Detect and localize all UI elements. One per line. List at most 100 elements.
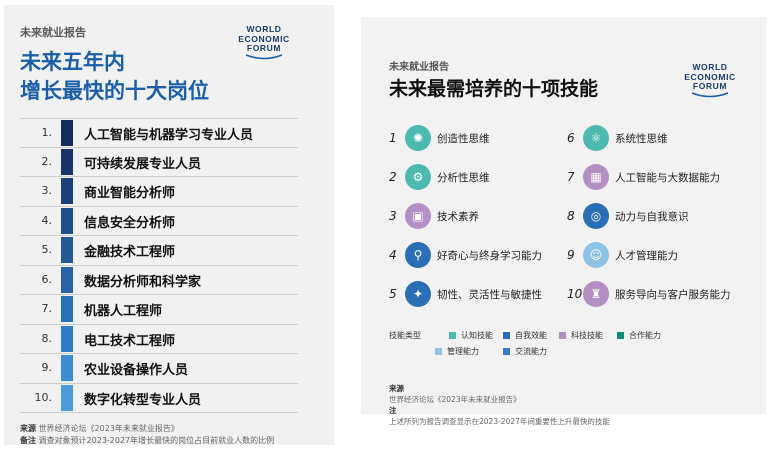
top-jobs-panel: 未来就业报告 未来五年内 增长最快的十大岗位 WORLD ECONOMIC FO… xyxy=(4,5,334,445)
note-label: 注 xyxy=(389,406,397,415)
job-title: 信息安全分析师 xyxy=(84,215,176,231)
right-notes: 来源 世界经济论坛《2023年未来就业报告》 注 上述所列为报告调查显示在202… xyxy=(389,383,759,427)
job-rank: 2. xyxy=(41,154,53,168)
job-rank: 7. xyxy=(41,302,53,315)
job-row: 8. 电工技术工程师 xyxy=(20,325,298,354)
job-rank-bar xyxy=(61,296,73,322)
job-rank-bar xyxy=(61,384,73,411)
job-title: 数字化转型专业人员 xyxy=(84,392,202,408)
wef-logo-arc xyxy=(245,53,283,59)
magnifier-icon: ⚲ xyxy=(405,242,431,268)
job-title: 农业设备操作人员 xyxy=(84,363,189,378)
skill-rank: 10 xyxy=(567,287,583,301)
jobs-title: 未来五年内 增长最快的十大岗位 xyxy=(20,48,209,106)
wef-logo-line3: FORUM xyxy=(692,81,728,91)
legend-swatch xyxy=(617,332,624,339)
job-rank-bar xyxy=(61,120,73,146)
job-rank: 1. xyxy=(41,126,53,139)
job-rank-bar xyxy=(61,355,73,381)
skill-name: 人工智能与大数据能力 xyxy=(615,172,720,184)
skill-name: 系统性思维 xyxy=(615,133,668,145)
skill-name: 创造性思维 xyxy=(437,133,490,145)
wef-logo-line3: FORUM xyxy=(246,43,282,53)
job-rank: 5. xyxy=(41,243,53,256)
skill-rank: 1 xyxy=(389,131,397,145)
skill-rank: 4 xyxy=(389,248,397,262)
ai-chip-icon: ▦ xyxy=(583,164,609,190)
legend-swatch xyxy=(449,332,456,339)
legend-title: 技能类型 xyxy=(389,331,421,340)
wef-logo-line2: ECONOMIC xyxy=(238,33,290,44)
legend-swatch xyxy=(503,348,510,355)
job-row: 3. 商业智能分析师 xyxy=(20,177,298,207)
skill-rank: 2 xyxy=(389,170,397,184)
legend-item: 交流能力 xyxy=(503,346,547,357)
legend-swatch xyxy=(559,332,566,339)
job-rank-bar xyxy=(61,237,73,263)
job-title: 数据分析师和科学家 xyxy=(84,274,202,290)
job-rank-bar xyxy=(61,207,73,234)
legend-label: 科技技能 xyxy=(571,331,603,340)
job-rank: 9. xyxy=(41,361,53,374)
note-text: 调查对象预计2023-2027年增长最快的岗位占目前就业人数的比例 xyxy=(38,436,275,445)
note-text: 上述所列为报告调查显示在2023-2027年间重要性上升最快的技能 xyxy=(389,417,610,426)
source-label: 来源 xyxy=(389,384,404,393)
skill-rank: 3 xyxy=(389,209,397,223)
job-row: 10. 数字化转型专业人员 xyxy=(20,384,298,413)
skill-rank: 7 xyxy=(567,170,575,184)
wef-logo-arc xyxy=(691,91,729,97)
lightbulb-icon: ✺ xyxy=(405,125,431,151)
skill-rank: 6 xyxy=(567,131,575,145)
job-rank-bar xyxy=(61,178,73,204)
target-icon: ◎ xyxy=(583,203,609,229)
job-rank: 8. xyxy=(41,331,53,345)
wef-logo-line2: ECONOMIC xyxy=(684,71,736,82)
legend-label: 管理能力 xyxy=(447,347,479,356)
people-icon: ☺ xyxy=(583,242,609,268)
source-text: 世界经济论坛《2023年未来就业报告》 xyxy=(389,395,521,404)
jobs-list: 1. 人工智能与机器学习专业人员 2. 可持续发展专业人员 3. 商业智能分析师 4. 信息安… xyxy=(20,118,298,413)
skill-name: 韧性、灵活性与敏捷性 xyxy=(437,289,542,301)
legend-swatch xyxy=(435,348,442,355)
source-label: 来源 xyxy=(20,424,36,433)
jobs-title-line2: 增长最快的十大岗位 xyxy=(20,79,209,103)
job-title: 机器人工程师 xyxy=(84,304,163,319)
job-title: 金融技术工程师 xyxy=(84,245,176,260)
legend-item: 合作能力 xyxy=(617,330,661,341)
job-rank-bar xyxy=(61,325,73,352)
job-title: 电工技术工程师 xyxy=(84,333,176,349)
report-kicker: 未来就业报告 xyxy=(389,62,449,73)
wef-logo: WORLD ECONOMIC FORUM xyxy=(679,62,741,98)
job-rank: 10. xyxy=(34,390,53,404)
skill-name: 动力与自我意识 xyxy=(615,211,689,223)
job-rank: 6. xyxy=(41,272,53,286)
skills-title: 未来最需培养的十项技能 xyxy=(389,78,599,100)
wef-logo-line1: WORLD xyxy=(246,24,282,34)
network-icon: ⚛ xyxy=(583,125,609,151)
source-text: 世界经济论坛《2023年未来就业报告》 xyxy=(38,424,179,433)
skill-rank: 9 xyxy=(567,248,575,262)
job-rank-bar xyxy=(61,266,73,293)
legend-label: 认知技能 xyxy=(461,331,493,340)
service-icon: ♜ xyxy=(583,281,609,307)
report-kicker: 未来就业报告 xyxy=(20,26,86,39)
skill-rank: 8 xyxy=(567,209,575,223)
brain-gear-icon: ⚙ xyxy=(405,164,431,190)
legend-item: 自我效能 xyxy=(503,330,547,341)
skill-name: 服务导向与客户服务能力 xyxy=(615,289,731,301)
job-row: 1. 人工智能与机器学习专业人员 xyxy=(20,118,298,148)
skill-name: 分析性思维 xyxy=(437,172,490,184)
skill-rank: 5 xyxy=(389,287,397,301)
job-row: 9. 农业设备操作人员 xyxy=(20,354,298,384)
wef-logo-line1: WORLD xyxy=(692,62,728,72)
skill-name: 技术素养 xyxy=(437,211,479,223)
job-rank: 4. xyxy=(41,213,53,227)
resilience-icon: ✦ xyxy=(405,281,431,307)
legend-item: 认知技能 xyxy=(449,330,493,341)
top-skills-panel: 未来就业报告 未来最需培养的十项技能 WORLD ECONOMIC FORUM … xyxy=(361,17,766,426)
legend-label: 合作能力 xyxy=(629,331,661,340)
job-rank-bar xyxy=(61,148,73,175)
job-title: 人工智能与机器学习专业人员 xyxy=(84,128,254,143)
job-row: 2. 可持续发展专业人员 xyxy=(20,148,298,177)
wef-logo: WORLD ECONOMIC FORUM xyxy=(234,24,294,60)
